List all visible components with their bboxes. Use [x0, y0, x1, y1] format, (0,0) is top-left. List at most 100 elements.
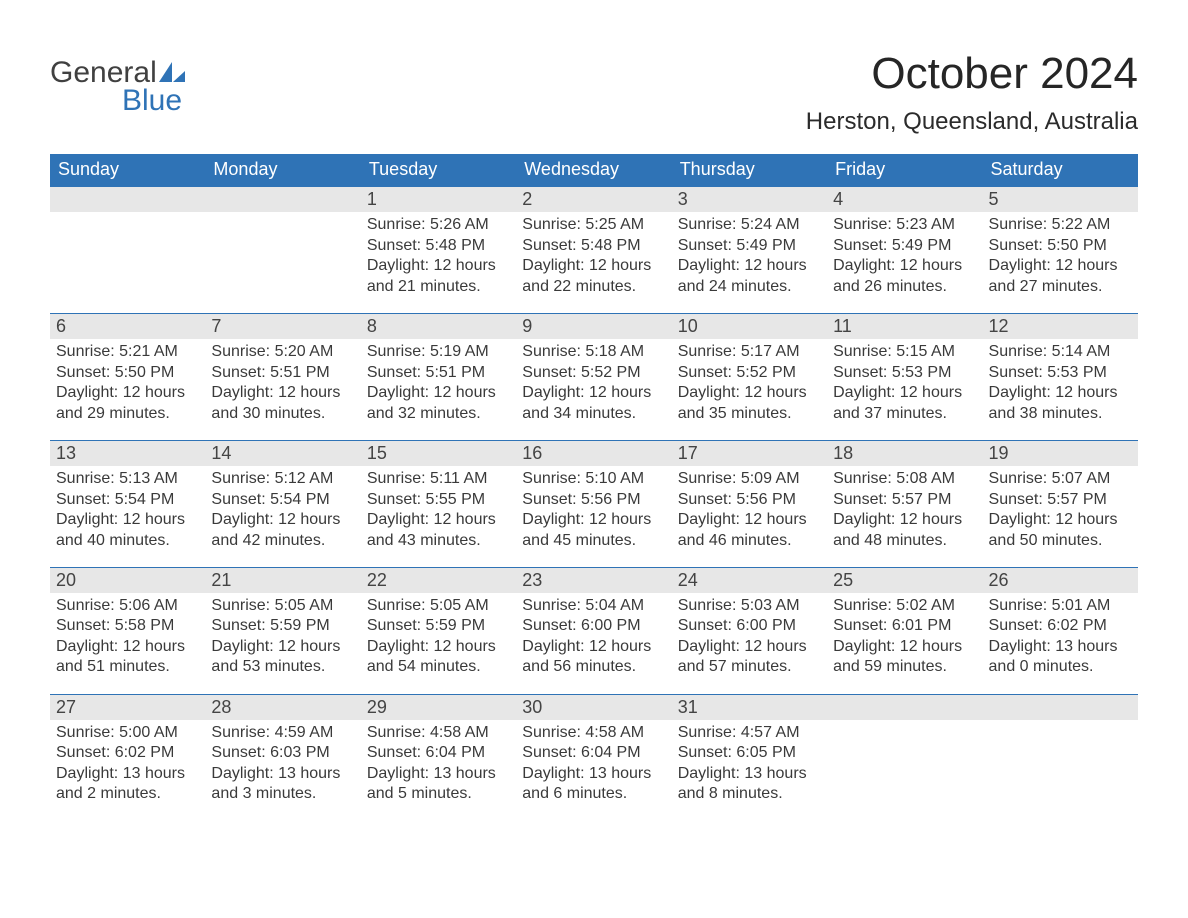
- sunrise-line: Sunrise: 5:03 AM: [678, 596, 821, 616]
- location-label: Herston, Queensland, Australia: [806, 108, 1138, 136]
- sail-icon: [159, 56, 185, 76]
- daylight-line-1: Daylight: 12 hours: [367, 383, 510, 403]
- week-row: 20212223242526Sunrise: 5:06 AMSunset: 5:…: [50, 567, 1138, 694]
- daylight-line-1: Daylight: 12 hours: [211, 510, 354, 530]
- day-details: [827, 720, 982, 807]
- header: General Blue October 2024 Herston, Queen…: [50, 50, 1138, 136]
- day-number: 22: [361, 568, 516, 593]
- dow-cell: Saturday: [983, 154, 1138, 186]
- sunrise-line: Sunrise: 5:21 AM: [56, 342, 199, 362]
- sunrise-line: Sunrise: 4:57 AM: [678, 723, 821, 743]
- daylight-line-1: Daylight: 12 hours: [989, 256, 1132, 276]
- daylight-line-1: Daylight: 12 hours: [833, 637, 976, 657]
- daylight-line-2: and 0 minutes.: [989, 657, 1132, 677]
- day-details: Sunrise: 4:58 AMSunset: 6:04 PMDaylight:…: [516, 720, 671, 807]
- daylight-line-1: Daylight: 12 hours: [833, 256, 976, 276]
- day-details: Sunrise: 5:17 AMSunset: 5:52 PMDaylight:…: [672, 339, 827, 426]
- daylight-line-2: and 50 minutes.: [989, 531, 1132, 551]
- sunrise-line: Sunrise: 5:19 AM: [367, 342, 510, 362]
- day-number: 20: [50, 568, 205, 593]
- sunrise-line: Sunrise: 5:26 AM: [367, 215, 510, 235]
- daylight-line-1: Daylight: 13 hours: [678, 764, 821, 784]
- day-number-row: 20212223242526: [50, 568, 1138, 593]
- sunset-line: Sunset: 6:04 PM: [367, 743, 510, 763]
- sunrise-line: Sunrise: 5:11 AM: [367, 469, 510, 489]
- day-number: 10: [672, 314, 827, 339]
- day-details: Sunrise: 5:13 AMSunset: 5:54 PMDaylight:…: [50, 466, 205, 553]
- day-number: 26: [983, 568, 1138, 593]
- sunrise-line: Sunrise: 5:25 AM: [522, 215, 665, 235]
- day-details: Sunrise: 5:06 AMSunset: 5:58 PMDaylight:…: [50, 593, 205, 680]
- sunset-line: Sunset: 6:02 PM: [989, 616, 1132, 636]
- day-number: 3: [672, 187, 827, 212]
- calendar-page: General Blue October 2024 Herston, Queen…: [0, 0, 1188, 861]
- sunset-line: Sunset: 5:56 PM: [522, 490, 665, 510]
- daylight-line-1: Daylight: 12 hours: [989, 383, 1132, 403]
- daylight-line-2: and 46 minutes.: [678, 531, 821, 551]
- logo: General Blue: [50, 50, 185, 118]
- day-details: Sunrise: 5:03 AMSunset: 6:00 PMDaylight:…: [672, 593, 827, 680]
- sunset-line: Sunset: 5:59 PM: [211, 616, 354, 636]
- day-number-row: 13141516171819: [50, 441, 1138, 466]
- sunset-line: Sunset: 6:01 PM: [833, 616, 976, 636]
- sunrise-line: Sunrise: 5:22 AM: [989, 215, 1132, 235]
- day-details: Sunrise: 5:05 AMSunset: 5:59 PMDaylight:…: [205, 593, 360, 680]
- sunset-line: Sunset: 5:48 PM: [522, 236, 665, 256]
- daylight-line-1: Daylight: 12 hours: [522, 510, 665, 530]
- daylight-line-2: and 54 minutes.: [367, 657, 510, 677]
- daylight-line-2: and 42 minutes.: [211, 531, 354, 551]
- day-details: Sunrise: 4:58 AMSunset: 6:04 PMDaylight:…: [361, 720, 516, 807]
- sunset-line: Sunset: 5:54 PM: [56, 490, 199, 510]
- sunrise-line: Sunrise: 4:58 AM: [522, 723, 665, 743]
- daylight-line-2: and 6 minutes.: [522, 784, 665, 804]
- daylight-line-1: Daylight: 12 hours: [678, 383, 821, 403]
- sunset-line: Sunset: 5:58 PM: [56, 616, 199, 636]
- sunset-line: Sunset: 6:02 PM: [56, 743, 199, 763]
- week-row: 2728293031 Sunrise: 5:00 AMSunset: 6:02 …: [50, 694, 1138, 821]
- details-row: Sunrise: 5:13 AMSunset: 5:54 PMDaylight:…: [50, 466, 1138, 567]
- sunrise-line: Sunrise: 5:02 AM: [833, 596, 976, 616]
- daylight-line-1: Daylight: 12 hours: [678, 510, 821, 530]
- day-details: Sunrise: 5:24 AMSunset: 5:49 PMDaylight:…: [672, 212, 827, 299]
- dow-cell: Friday: [827, 154, 982, 186]
- daylight-line-2: and 22 minutes.: [522, 277, 665, 297]
- day-details: Sunrise: 5:20 AMSunset: 5:51 PMDaylight:…: [205, 339, 360, 426]
- daylight-line-2: and 24 minutes.: [678, 277, 821, 297]
- sunset-line: Sunset: 6:00 PM: [678, 616, 821, 636]
- sunrise-line: Sunrise: 5:14 AM: [989, 342, 1132, 362]
- day-number: 18: [827, 441, 982, 466]
- day-number: 23: [516, 568, 671, 593]
- sunset-line: Sunset: 5:54 PM: [211, 490, 354, 510]
- sunrise-line: Sunrise: 5:01 AM: [989, 596, 1132, 616]
- daylight-line-2: and 21 minutes.: [367, 277, 510, 297]
- daylight-line-1: Daylight: 12 hours: [56, 637, 199, 657]
- daylight-line-2: and 26 minutes.: [833, 277, 976, 297]
- dow-cell: Tuesday: [361, 154, 516, 186]
- daylight-line-2: and 32 minutes.: [367, 404, 510, 424]
- daylight-line-1: Daylight: 12 hours: [211, 637, 354, 657]
- details-row: Sunrise: 5:00 AMSunset: 6:02 PMDaylight:…: [50, 720, 1138, 821]
- sunrise-line: Sunrise: 5:12 AM: [211, 469, 354, 489]
- sunset-line: Sunset: 5:55 PM: [367, 490, 510, 510]
- day-details: [50, 212, 205, 299]
- sunset-line: Sunset: 5:57 PM: [989, 490, 1132, 510]
- daylight-line-1: Daylight: 12 hours: [522, 637, 665, 657]
- daylight-line-1: Daylight: 12 hours: [367, 510, 510, 530]
- day-number: 5: [983, 187, 1138, 212]
- sunset-line: Sunset: 6:00 PM: [522, 616, 665, 636]
- day-details: Sunrise: 5:21 AMSunset: 5:50 PMDaylight:…: [50, 339, 205, 426]
- day-number: 17: [672, 441, 827, 466]
- sunrise-line: Sunrise: 5:00 AM: [56, 723, 199, 743]
- sunset-line: Sunset: 6:04 PM: [522, 743, 665, 763]
- sunset-line: Sunset: 5:57 PM: [833, 490, 976, 510]
- daylight-line-1: Daylight: 13 hours: [56, 764, 199, 784]
- daylight-line-2: and 53 minutes.: [211, 657, 354, 677]
- month-title: October 2024: [806, 50, 1138, 98]
- days-of-week-header: SundayMondayTuesdayWednesdayThursdayFrid…: [50, 154, 1138, 186]
- sunset-line: Sunset: 5:56 PM: [678, 490, 821, 510]
- day-number: 15: [361, 441, 516, 466]
- day-details: Sunrise: 5:12 AMSunset: 5:54 PMDaylight:…: [205, 466, 360, 553]
- details-row: Sunrise: 5:26 AM Sunset: 5:48 PM Daylight:…: [50, 212, 1138, 313]
- day-number: 13: [50, 441, 205, 466]
- daylight-line-1: Daylight: 12 hours: [211, 383, 354, 403]
